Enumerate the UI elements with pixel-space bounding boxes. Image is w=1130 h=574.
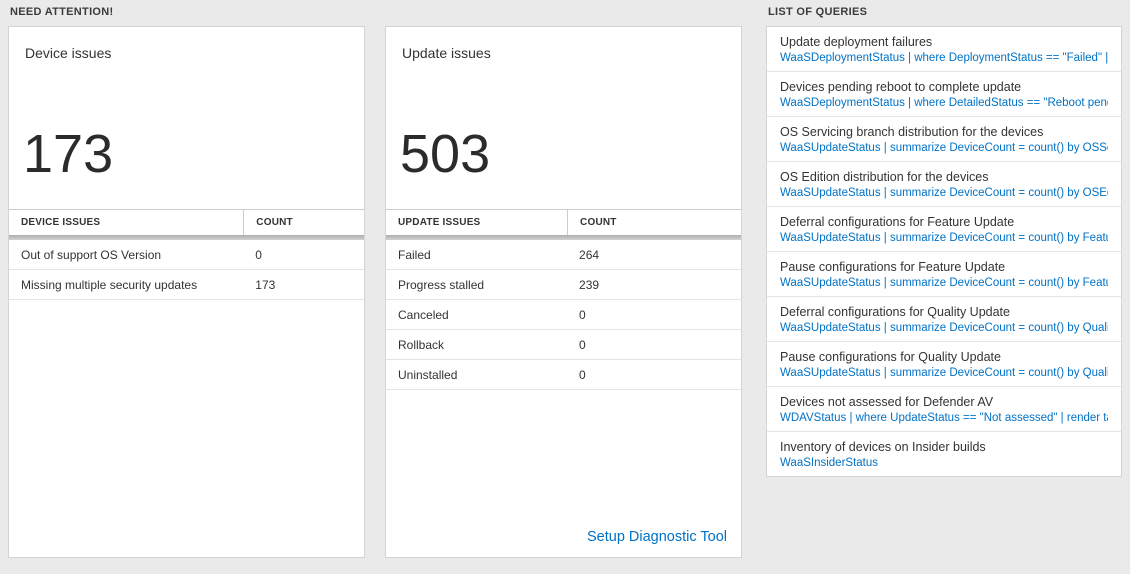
query-title: Devices not assessed for Defender AV [780,395,994,409]
table-row[interactable]: Rollback 0 [386,330,741,360]
list-of-queries-card: Update deployment failures WaaSDeploymen… [766,26,1122,477]
row-count: 264 [579,247,600,262]
query-title: Devices pending reboot to complete updat… [780,80,1022,94]
query-list-item[interactable]: OS Edition distribution for the devices … [767,162,1121,207]
query-list-item[interactable]: Deferral configurations for Quality Upda… [767,297,1121,342]
row-count: 173 [255,277,276,292]
device-issues-title: Device issues [25,45,112,61]
row-count: 0 [579,337,586,352]
query-title: OS Servicing branch distribution for the… [780,125,1044,139]
setup-diagnostic-tool-link[interactable]: Setup Diagnostic Tool [587,529,727,545]
query-list-item[interactable]: OS Servicing branch distribution for the… [767,117,1121,162]
query-text: WaaSUpdateStatus | summarize DeviceCount… [780,232,1108,244]
query-text: WDAVStatus | where UpdateStatus == "Not … [780,412,1108,424]
row-count: 0 [579,307,586,322]
table-header-row: UPDATE ISSUES COUNT [386,209,741,235]
update-issues-title: Update issues [402,45,491,61]
query-title: Pause configurations for Feature Update [780,260,1006,274]
device-issues-table: DEVICE ISSUES COUNT Out of support OS Ve… [9,209,364,300]
query-text: WaaSInsiderStatus [780,457,879,469]
query-title: Inventory of devices on Insider builds [780,440,986,454]
table-header-shadow [9,235,364,240]
column-header-count: COUNT [567,210,741,235]
row-count: 0 [579,367,586,382]
row-count: 0 [255,247,262,262]
row-label: Failed [398,247,431,262]
query-list-item[interactable]: Pause configurations for Quality Update … [767,342,1121,387]
column-header-device-issues: DEVICE ISSUES [21,217,101,228]
column-header-update-issues: UPDATE ISSUES [398,217,481,228]
row-label: Progress stalled [398,277,485,292]
device-issues-total: 173 [23,124,114,184]
query-list-item[interactable]: Deferral configurations for Feature Upda… [767,207,1121,252]
query-title: Deferral configurations for Quality Upda… [780,305,1010,319]
query-list-item[interactable]: Devices not assessed for Defender AV WDA… [767,387,1121,432]
table-header-row: DEVICE ISSUES COUNT [9,209,364,235]
table-header-shadow [386,235,741,240]
column-header-count: COUNT [243,210,364,235]
device-issues-card: Device issues 173 DEVICE ISSUES COUNT Ou… [8,26,365,558]
query-text: WaaSUpdateStatus | summarize DeviceCount… [780,367,1108,379]
query-text: WaaSUpdateStatus | summarize DeviceCount… [780,322,1108,334]
row-label: Rollback [398,337,445,352]
query-list-item[interactable]: Inventory of devices on Insider builds W… [767,432,1121,476]
query-text: WaaSDeploymentStatus | where DetailedSta… [780,97,1108,109]
query-list-item[interactable]: Pause configurations for Feature Update … [767,252,1121,297]
update-issues-total: 503 [400,124,491,184]
update-issues-table: UPDATE ISSUES COUNT Failed 264 Progress … [386,209,741,390]
need-attention-header: NEED ATTENTION! [10,6,114,18]
table-row[interactable]: Missing multiple security updates 173 [9,270,364,300]
table-row[interactable]: Uninstalled 0 [386,360,741,390]
table-row[interactable]: Canceled 0 [386,300,741,330]
table-row[interactable]: Out of support OS Version 0 [9,240,364,270]
update-issues-card: Update issues 503 UPDATE ISSUES COUNT Fa… [385,26,742,558]
row-label: Missing multiple security updates [21,277,198,292]
query-text: WaaSUpdateStatus | summarize DeviceCount… [780,277,1108,289]
query-text: WaaSUpdateStatus | summarize DeviceCount… [780,187,1108,199]
table-row[interactable]: Progress stalled 239 [386,270,741,300]
row-label: Canceled [398,307,449,322]
query-title: OS Edition distribution for the devices [780,170,989,184]
query-list-item[interactable]: Update deployment failures WaaSDeploymen… [767,27,1121,72]
table-row[interactable]: Failed 264 [386,240,741,270]
list-of-queries-header: LIST OF QUERIES [768,6,868,18]
query-title: Update deployment failures [780,35,933,49]
row-count: 239 [579,277,600,292]
row-label: Out of support OS Version [21,247,162,262]
query-title: Deferral configurations for Feature Upda… [780,215,1015,229]
query-title: Pause configurations for Quality Update [780,350,1001,364]
query-text: WaaSUpdateStatus | summarize DeviceCount… [780,142,1108,154]
query-text: WaaSDeploymentStatus | where DeploymentS… [780,52,1108,64]
query-list-item[interactable]: Devices pending reboot to complete updat… [767,72,1121,117]
row-label: Uninstalled [398,367,458,382]
